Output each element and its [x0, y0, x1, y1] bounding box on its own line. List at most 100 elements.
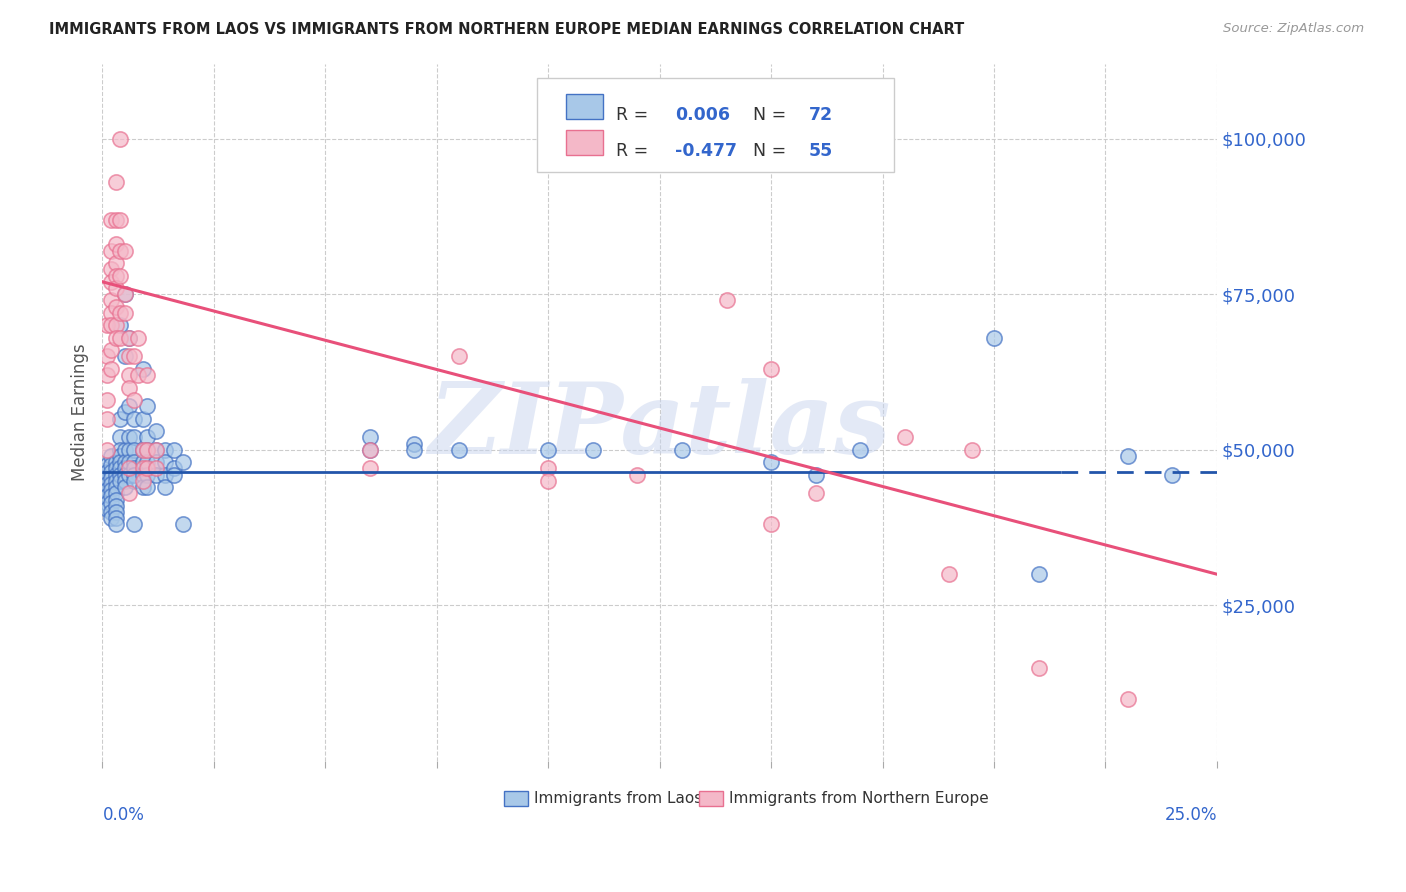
Point [172, 455, 194, 469]
Point [96, 477, 118, 491]
Point [359, 430, 381, 444]
Text: 25.0%: 25.0% [1164, 806, 1218, 824]
Point [100, 511, 122, 525]
FancyBboxPatch shape [699, 791, 723, 806]
Point [163, 442, 186, 457]
Point [136, 368, 159, 383]
Point [100, 449, 122, 463]
Point [849, 442, 872, 457]
Point [145, 442, 167, 457]
Point [359, 442, 381, 457]
Point [537, 461, 560, 475]
Point [96, 483, 118, 498]
Point [104, 256, 127, 270]
Point [136, 442, 159, 457]
Point [100, 471, 122, 485]
Point [122, 442, 145, 457]
Point [122, 474, 145, 488]
Point [127, 368, 149, 383]
Text: R =: R = [616, 105, 654, 124]
Point [118, 430, 141, 444]
Text: Immigrants from Northern Europe: Immigrants from Northern Europe [728, 791, 988, 806]
Point [359, 461, 381, 475]
Point [804, 467, 827, 482]
Point [153, 442, 176, 457]
FancyBboxPatch shape [537, 78, 894, 172]
Point [114, 474, 136, 488]
Point [131, 362, 153, 376]
Point [582, 442, 605, 457]
Point [131, 467, 153, 482]
Text: N =: N = [754, 105, 792, 124]
Point [110, 212, 132, 227]
Point [759, 362, 782, 376]
Point [104, 455, 127, 469]
Point [118, 442, 141, 457]
Point [100, 465, 122, 479]
Point [153, 480, 176, 494]
Point [104, 281, 127, 295]
Point [122, 455, 145, 469]
Point [114, 306, 136, 320]
Point [110, 467, 132, 482]
Point [136, 442, 159, 457]
Point [122, 461, 145, 475]
Point [114, 287, 136, 301]
Text: -0.477: -0.477 [675, 142, 737, 160]
Point [100, 458, 122, 473]
Point [145, 461, 167, 475]
Point [110, 411, 132, 425]
Point [110, 132, 132, 146]
Point [145, 455, 167, 469]
Point [131, 480, 153, 494]
Text: IMMIGRANTS FROM LAOS VS IMMIGRANTS FROM NORTHERN EUROPE MEDIAN EARNINGS CORRELAT: IMMIGRANTS FROM LAOS VS IMMIGRANTS FROM … [49, 22, 965, 37]
Text: 0.0%: 0.0% [103, 806, 145, 824]
Point [104, 486, 127, 500]
Point [110, 331, 132, 345]
Point [118, 461, 141, 475]
Point [114, 442, 136, 457]
Point [100, 293, 122, 308]
Point [118, 331, 141, 345]
FancyBboxPatch shape [503, 791, 529, 806]
Point [96, 496, 118, 510]
Point [131, 474, 153, 488]
Point [104, 461, 127, 475]
Point [122, 430, 145, 444]
Point [671, 442, 693, 457]
Point [136, 480, 159, 494]
Point [122, 517, 145, 532]
Point [104, 517, 127, 532]
Point [114, 461, 136, 475]
Point [100, 496, 122, 510]
Point [110, 474, 132, 488]
Point [110, 306, 132, 320]
Point [172, 517, 194, 532]
Point [960, 442, 983, 457]
Point [759, 455, 782, 469]
Point [104, 212, 127, 227]
Point [145, 442, 167, 457]
Point [114, 467, 136, 482]
Point [122, 350, 145, 364]
Point [104, 300, 127, 314]
Point [153, 467, 176, 482]
Point [131, 442, 153, 457]
Point [537, 474, 560, 488]
Point [136, 461, 159, 475]
Point [100, 483, 122, 498]
Point [104, 480, 127, 494]
Point [118, 380, 141, 394]
Point [104, 237, 127, 252]
Point [110, 461, 132, 475]
Point [136, 467, 159, 482]
Point [104, 467, 127, 482]
Point [96, 318, 118, 333]
Point [96, 490, 118, 504]
Point [110, 442, 132, 457]
Point [131, 411, 153, 425]
Point [1116, 691, 1139, 706]
Point [145, 424, 167, 438]
Point [131, 442, 153, 457]
Point [118, 368, 141, 383]
